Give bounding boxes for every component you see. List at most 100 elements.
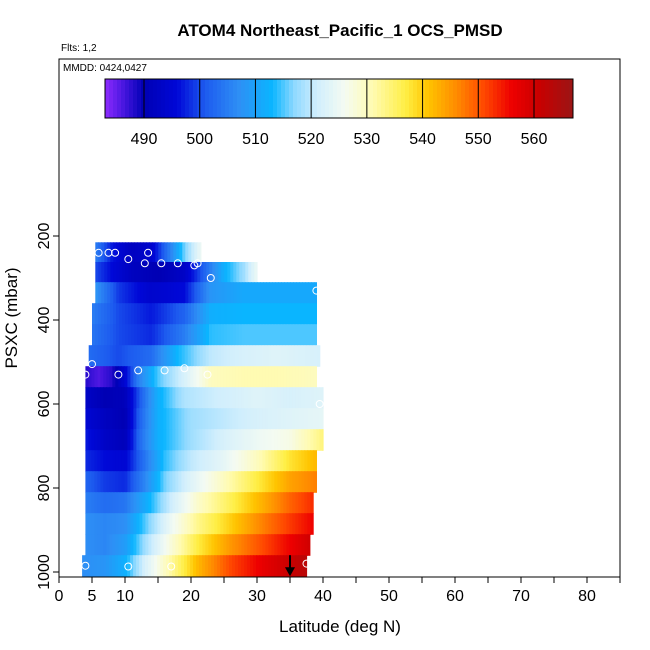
heatmap-cell	[232, 345, 237, 367]
heatmap-cell	[94, 492, 98, 514]
heatmap-cell	[250, 555, 254, 577]
heatmap-cell	[295, 429, 299, 451]
heatmap-cell	[109, 387, 113, 409]
heatmap-cell	[131, 242, 135, 263]
heatmap-cell	[232, 408, 236, 430]
heatmap-cell	[224, 262, 228, 283]
heatmap-cell	[230, 303, 234, 325]
arrow-marker-layer	[285, 555, 295, 577]
heatmap-cell	[271, 534, 275, 556]
heatmap-cell	[97, 555, 101, 577]
heatmap-cell	[157, 534, 161, 556]
heatmap-cell	[134, 242, 138, 263]
heatmap-cell	[134, 282, 138, 304]
heatmap-cell	[106, 387, 110, 409]
colorbar-swatch	[245, 79, 250, 118]
y-tick-label: 1000	[36, 554, 53, 590]
colorbar-swatch	[165, 79, 170, 118]
heatmap-cell	[205, 366, 209, 388]
heatmap-cell	[241, 345, 246, 367]
heatmap-cell	[137, 282, 141, 304]
heatmap-cell	[220, 345, 225, 367]
heatmap-cell	[97, 345, 102, 367]
heatmap-cell	[196, 408, 200, 430]
heatmap-cell	[88, 471, 92, 493]
heatmap-cell	[149, 262, 153, 283]
x-tick-label: 60	[446, 588, 464, 605]
heatmap-cell	[301, 450, 305, 472]
heatmap-cell	[220, 429, 224, 451]
heatmap-cell	[236, 324, 240, 346]
heatmap-cell	[190, 345, 195, 367]
heatmap-cell	[100, 492, 104, 514]
heatmap-cell	[307, 492, 311, 514]
heatmap-cell	[266, 324, 270, 346]
heatmap-cell	[136, 429, 140, 451]
heatmap-cell	[272, 303, 276, 325]
heatmap-cell	[274, 366, 278, 388]
heatmap-cell	[97, 513, 101, 535]
observation-point	[315, 400, 324, 408]
heatmap-cell	[145, 450, 149, 472]
heatmap-cell	[109, 408, 113, 430]
heatmap-cell	[178, 492, 182, 514]
heatmap-cell	[253, 513, 257, 535]
heatmap-cell	[262, 387, 266, 409]
heatmap-cell	[158, 324, 162, 346]
colorbar-swatch	[385, 79, 390, 118]
y-tick-label: 600	[36, 391, 53, 418]
heatmap-cell	[146, 262, 150, 283]
heatmap-cell	[136, 555, 140, 577]
heatmap-cell	[253, 429, 257, 451]
heatmap-cell	[271, 471, 275, 493]
heatmap-cell	[187, 513, 191, 535]
heatmap-cell	[193, 408, 197, 430]
heatmap-cell	[115, 450, 119, 472]
heatmap-cell	[263, 282, 267, 304]
heatmap-cell	[121, 387, 125, 409]
heatmap-cell	[130, 429, 134, 451]
colorbar-swatch	[397, 79, 402, 118]
colorbar-swatch	[485, 79, 490, 118]
colorbar-swatch	[249, 79, 254, 118]
heatmap-cell	[223, 366, 227, 388]
heatmap-cell	[277, 429, 281, 451]
heatmap-cell	[259, 555, 263, 577]
heatmap-cell	[127, 492, 131, 514]
heatmap-cell	[112, 387, 116, 409]
heatmap-cell	[199, 366, 203, 388]
colorbar-swatch	[301, 79, 306, 118]
colorbar-swatch	[401, 79, 406, 118]
heatmap-cell	[137, 242, 141, 263]
heatmap-cell	[124, 555, 128, 577]
colorbar: 490 500 510 520 530 540 550 560	[104, 78, 574, 148]
heatmap-cell	[220, 513, 224, 535]
heatmap-cell	[214, 450, 218, 472]
observation-point	[111, 248, 120, 257]
heatmap-cell	[137, 303, 141, 325]
heatmap-cell	[178, 345, 183, 367]
heatmap-cell	[121, 513, 125, 535]
heatmap-cell	[100, 345, 105, 367]
heatmap-cell	[295, 366, 299, 388]
heatmap-cell	[184, 492, 188, 514]
colorbar-swatch	[173, 79, 178, 118]
heatmap-cell	[229, 555, 233, 577]
heatmap-cell	[293, 303, 297, 325]
colorbar-swatch	[293, 79, 298, 118]
heatmap-cell	[161, 242, 165, 263]
heatmap-cell	[160, 408, 164, 430]
heatmap-cell	[91, 555, 95, 577]
heatmap-cell	[277, 492, 281, 514]
heatmap-cell	[280, 387, 284, 409]
heatmap-cell	[172, 513, 176, 535]
heatmap-cell	[250, 471, 254, 493]
heatmap-cell	[232, 387, 236, 409]
heatmap-cell	[134, 303, 138, 325]
colorbar-swatch	[185, 79, 190, 118]
heatmap-cell	[248, 262, 252, 283]
heatmap-cell	[98, 282, 102, 304]
colorbar-swatch	[537, 79, 542, 118]
colorbar-tick-label: 540	[409, 131, 436, 148]
